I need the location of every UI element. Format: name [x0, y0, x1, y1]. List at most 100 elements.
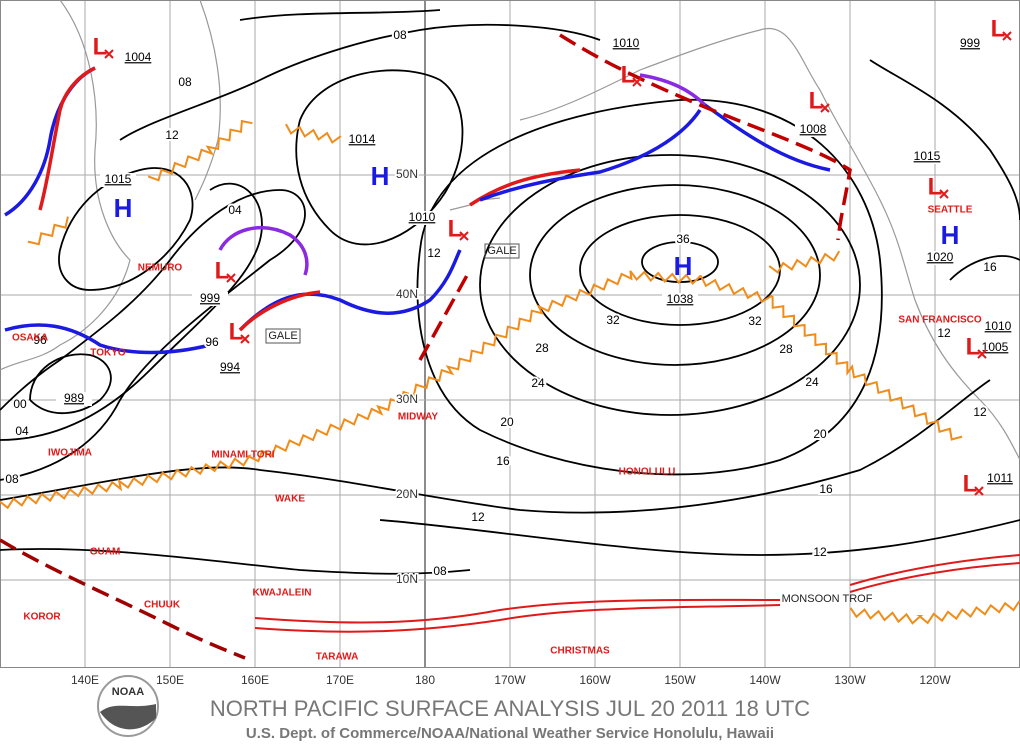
latitude-label: 20N [396, 487, 418, 501]
trough-line [0, 270, 963, 510]
place-name: IWOJIMA [48, 448, 92, 459]
pressure-box [922, 251, 958, 265]
pressure-box [344, 133, 380, 147]
longitude-label: 140W [749, 673, 781, 687]
isobar-label: 16 [983, 260, 997, 274]
pressure-value: 999 [960, 36, 980, 50]
isobar-label: 00 [13, 397, 27, 411]
pressure-value: 1020 [927, 250, 954, 264]
trough-line [147, 119, 253, 182]
isobar-label: 32 [606, 313, 620, 327]
isobar-label: 12 [973, 405, 987, 419]
longitude-label: 170E [326, 673, 354, 687]
low-center: L [448, 215, 463, 242]
pressure-value: 1008 [800, 122, 827, 136]
place-name: CHRISTMAS [550, 646, 610, 657]
pressure-value: 1005 [982, 340, 1009, 354]
trough-line [768, 250, 841, 274]
pressure-box [795, 123, 831, 137]
pressure-box [980, 320, 1016, 334]
longitude-label: 130W [834, 673, 866, 687]
pressure-value: 1011 [987, 471, 1013, 485]
place-name: NEMURO [138, 263, 183, 274]
front-label-box [265, 328, 301, 344]
front-label: GALE [268, 330, 297, 342]
front-label: GALE [487, 245, 516, 257]
place-name: SAN FRANCISCO [898, 315, 982, 326]
place-name: CHUUK [144, 600, 181, 611]
low-cross [226, 273, 236, 283]
pressure-box [56, 392, 92, 406]
pressure-value: 1015 [914, 149, 941, 163]
low-center: L [809, 87, 824, 114]
pressure-box [977, 341, 1013, 355]
front-label-box [484, 243, 520, 259]
low-center: L [621, 61, 636, 88]
isobar-label: 36 [676, 232, 690, 246]
high-center: H [674, 251, 693, 281]
low-cross [974, 486, 984, 496]
low-center: L [991, 15, 1006, 42]
low-cross [1002, 31, 1012, 41]
low-center: L [963, 470, 978, 497]
isobar-label: 24 [805, 375, 819, 389]
longitude-label: 160W [579, 673, 611, 687]
pressure-box [100, 173, 136, 187]
trough-line [27, 216, 69, 246]
place-name: HONOLULU [619, 467, 676, 478]
pressure-box [608, 37, 644, 51]
isobar-label: 08 [433, 564, 447, 578]
isobar-label: 96 [205, 335, 219, 349]
pressure-box [662, 293, 698, 307]
trough-line [849, 600, 1020, 625]
low-cross [939, 189, 949, 199]
pressure-box [212, 361, 248, 375]
place-name: SEATTLE [928, 205, 973, 216]
pressure-value: 1014 [349, 132, 376, 146]
place-name: KOROR [23, 612, 61, 623]
latitude-label: 40N [396, 287, 418, 301]
pressure-value: 999 [200, 291, 220, 305]
low-cross [104, 49, 114, 59]
isobar-label: 08 [5, 472, 19, 486]
isobar-label: 16 [819, 482, 833, 496]
pressure-box [120, 51, 156, 65]
low-center: L [966, 333, 981, 360]
labels: 140E 150E 160E 170E 180 170W 160W 150W 140W 130W 1… [3, 15, 1018, 687]
pressure-value: 1004 [125, 50, 152, 64]
low-cross [632, 77, 642, 87]
isobar-label: 12 [813, 545, 827, 559]
high-center: H [371, 161, 390, 191]
subtitle: U.S. Dept. of Commerce/NOAA/National Wea… [246, 725, 774, 742]
troughs [0, 119, 1020, 625]
longitude-label: 150W [664, 673, 696, 687]
isobar-label: 04 [15, 424, 29, 438]
longitude-label: 140E [71, 673, 99, 687]
place-name: TARAWA [316, 652, 359, 663]
fronts [0, 33, 1020, 660]
isobars [0, 9, 1020, 575]
pressure-value: 1038 [667, 292, 694, 306]
longitude-label: 150E [156, 673, 184, 687]
place-name: TOKYO [90, 348, 126, 359]
pressure-value: 1010 [613, 36, 640, 50]
isobar-label: 28 [779, 342, 793, 356]
low-center: L [229, 318, 244, 345]
isobar-label: 20 [813, 427, 827, 441]
isobar-label: 32 [748, 314, 762, 328]
latitude-label: 30N [396, 392, 418, 406]
pressure-box [982, 472, 1018, 486]
front-label: MONSOON TROF [782, 593, 873, 605]
pressure-value: 1010 [985, 319, 1012, 333]
trough-line [285, 123, 342, 144]
place-name: GUAM [90, 547, 121, 558]
low-cross [459, 231, 469, 241]
isobar-label: 12 [165, 128, 179, 142]
isobar-label: 12 [471, 510, 485, 524]
pressure-box [952, 37, 988, 51]
isobar-label: 96 [33, 333, 47, 347]
place-name: WAKE [275, 494, 305, 505]
isobar-label: 12 [427, 246, 441, 260]
low-center: L [215, 257, 230, 284]
